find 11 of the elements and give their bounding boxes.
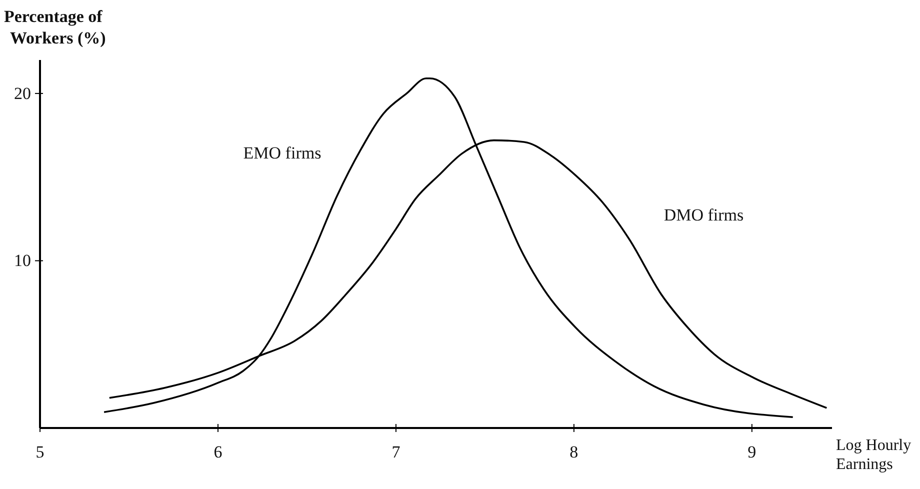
text: DMO firms (664, 205, 744, 224)
series-label: EMO firms (243, 143, 322, 162)
y-tick-label: 10 (14, 251, 31, 270)
x-tick-label: 5 (36, 442, 44, 462)
x-tick-label: 6 (214, 442, 222, 462)
x-tick-label: 9 (748, 442, 756, 462)
x-tick-label: 8 (570, 442, 578, 462)
x-axis-title: Log Hourly Earnings (836, 437, 912, 474)
x-tick-label: 7 (392, 442, 401, 462)
y-axis-title: Percentage of Workers (%) (4, 7, 106, 48)
y-tick-label: 20 (14, 84, 31, 103)
